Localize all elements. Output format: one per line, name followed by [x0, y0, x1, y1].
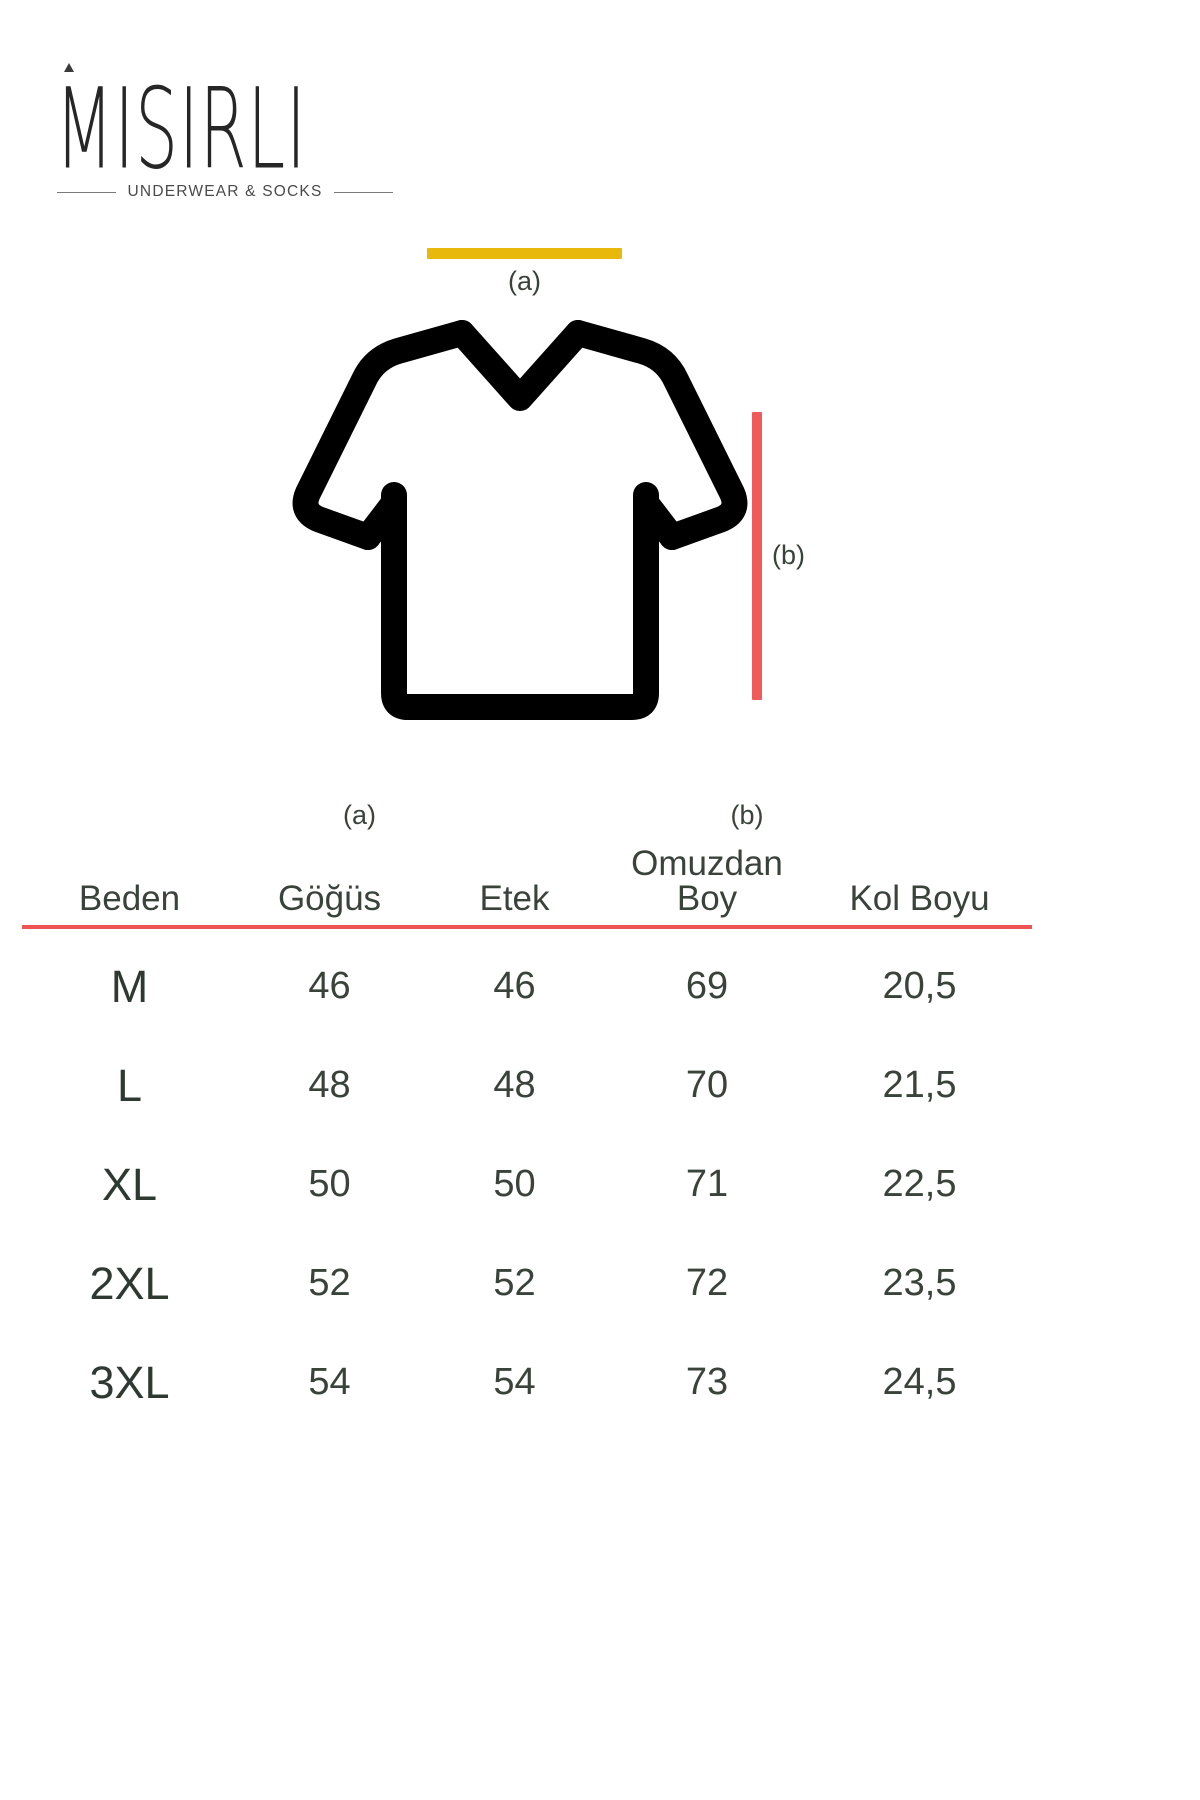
- tagline-rule-left: [57, 191, 116, 193]
- cell-kol: 22,5: [882, 1163, 957, 1205]
- table-row: M 46 46 69 20,5: [22, 937, 1032, 1036]
- cell-beden: M: [110, 960, 149, 1012]
- header-beden: Beden: [78, 879, 181, 919]
- cell-kol: 21,5: [882, 1064, 957, 1106]
- header-kol-boyu: Kol Boyu: [849, 879, 990, 919]
- cell-gogus: 54: [308, 1361, 351, 1403]
- cell-gogus: 48: [308, 1064, 351, 1106]
- cell-boy: 70: [685, 1064, 729, 1106]
- cell-kol: 24,5: [882, 1361, 957, 1403]
- brand-name: MISIRLI: [55, 63, 307, 194]
- measure-bar-b: [752, 412, 762, 700]
- cell-kol: 23,5: [882, 1262, 957, 1304]
- cell-kol: 20,5: [882, 965, 957, 1007]
- cell-gogus: 52: [308, 1262, 351, 1304]
- cell-etek: 48: [493, 1064, 536, 1106]
- header-omuzdan-line2: Boy: [676, 879, 738, 919]
- garment-diagram: (a) (b): [0, 230, 1200, 790]
- brand-tagline-group: UNDERWEAR & SOCKS: [57, 183, 394, 201]
- cell-boy: 69: [685, 965, 729, 1007]
- cell-beden: XL: [101, 1158, 158, 1210]
- cell-boy: 73: [685, 1361, 729, 1403]
- measure-label-b: (b): [772, 540, 805, 570]
- cell-beden: 2XL: [89, 1257, 170, 1309]
- cell-beden: L: [116, 1059, 143, 1111]
- table-row: 3XL 54 54 73 24,5: [22, 1333, 1032, 1432]
- cell-gogus: 46: [308, 965, 351, 1007]
- brand-logo: MISIRLI UNDERWEAR & SOCKS: [55, 55, 395, 200]
- cell-boy: 72: [685, 1262, 729, 1304]
- cell-etek: 54: [493, 1361, 536, 1403]
- header-etek: Etek: [479, 879, 550, 919]
- table-row: 2XL 52 52 72 23,5: [22, 1234, 1032, 1333]
- cell-etek: 46: [493, 965, 536, 1007]
- header-gogus: Göğüs: [277, 879, 382, 919]
- table-row: L 48 48 70 21,5: [22, 1036, 1032, 1135]
- tshirt-illustration: [292, 320, 748, 720]
- tagline-rule-right: [334, 191, 394, 193]
- table-measure-markers: (a) (b): [22, 800, 1032, 845]
- measure-bar-a: [427, 248, 622, 259]
- table-body: M 46 46 69 20,5 L 48 48 70 21,5 XL 50 50…: [22, 937, 1032, 1432]
- table-marker-b: (b): [730, 800, 764, 830]
- logo-triangle-icon: [64, 63, 74, 72]
- size-table: (a) (b) Beden Göğüs Etek Omuzdan Boy Kol…: [22, 800, 1032, 1432]
- header-omuzdan-line1: Omuzdan: [631, 843, 783, 883]
- table-divider: [22, 925, 1032, 929]
- cell-etek: 52: [493, 1262, 536, 1304]
- measure-label-a: (a): [508, 266, 541, 296]
- cell-beden: 3XL: [89, 1356, 170, 1408]
- table-row: XL 50 50 71 22,5: [22, 1135, 1032, 1234]
- table-marker-a: (a): [343, 800, 376, 830]
- cell-etek: 50: [493, 1163, 536, 1205]
- cell-gogus: 50: [308, 1163, 351, 1205]
- table-header-row: Beden Göğüs Etek Omuzdan Boy Kol Boyu: [22, 845, 1032, 917]
- header-omuzdan-boy: Omuzdan Boy: [607, 843, 807, 919]
- brand-tagline: UNDERWEAR & SOCKS: [127, 183, 323, 200]
- cell-boy: 71: [685, 1163, 729, 1205]
